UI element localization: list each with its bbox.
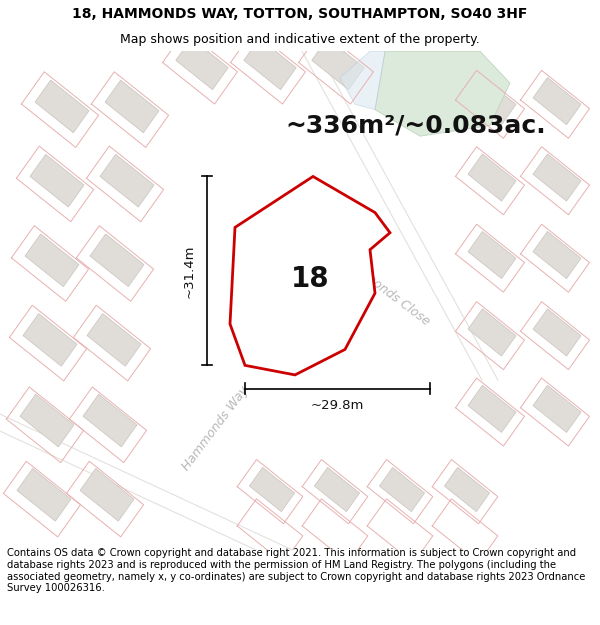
Polygon shape	[533, 231, 581, 279]
Polygon shape	[533, 78, 581, 125]
Text: 18: 18	[290, 266, 329, 293]
Polygon shape	[80, 469, 134, 521]
Polygon shape	[176, 38, 228, 90]
Polygon shape	[100, 154, 154, 207]
Polygon shape	[244, 38, 296, 90]
Polygon shape	[230, 176, 390, 375]
Polygon shape	[340, 51, 385, 109]
Polygon shape	[468, 309, 516, 356]
Polygon shape	[105, 80, 159, 132]
Text: Hammonds Way: Hammonds Way	[179, 383, 251, 472]
Polygon shape	[375, 51, 510, 136]
Polygon shape	[533, 154, 581, 201]
Text: 18, HAMMONDS WAY, TOTTON, SOUTHAMPTON, SO40 3HF: 18, HAMMONDS WAY, TOTTON, SOUTHAMPTON, S…	[73, 8, 527, 21]
Text: ~31.4m: ~31.4m	[182, 244, 196, 298]
Polygon shape	[23, 314, 77, 366]
Polygon shape	[35, 80, 89, 132]
Text: Hammonds Close: Hammonds Close	[337, 252, 433, 328]
Polygon shape	[379, 468, 425, 512]
Polygon shape	[468, 231, 516, 279]
Polygon shape	[314, 468, 359, 512]
Polygon shape	[533, 309, 581, 356]
Polygon shape	[17, 469, 71, 521]
Polygon shape	[468, 385, 516, 432]
Text: Map shows position and indicative extent of the property.: Map shows position and indicative extent…	[120, 34, 480, 46]
Polygon shape	[20, 394, 74, 447]
Polygon shape	[533, 385, 581, 432]
Polygon shape	[90, 234, 144, 287]
Polygon shape	[468, 78, 516, 125]
Text: ~336m²/~0.083ac.: ~336m²/~0.083ac.	[285, 114, 545, 138]
Polygon shape	[312, 38, 364, 90]
Polygon shape	[445, 468, 490, 512]
Polygon shape	[468, 154, 516, 201]
Polygon shape	[83, 394, 137, 447]
Polygon shape	[87, 314, 141, 366]
Polygon shape	[250, 468, 295, 512]
Polygon shape	[25, 234, 79, 287]
Polygon shape	[30, 154, 84, 207]
Text: Contains OS data © Crown copyright and database right 2021. This information is : Contains OS data © Crown copyright and d…	[7, 548, 586, 593]
Text: ~29.8m: ~29.8m	[311, 399, 364, 412]
